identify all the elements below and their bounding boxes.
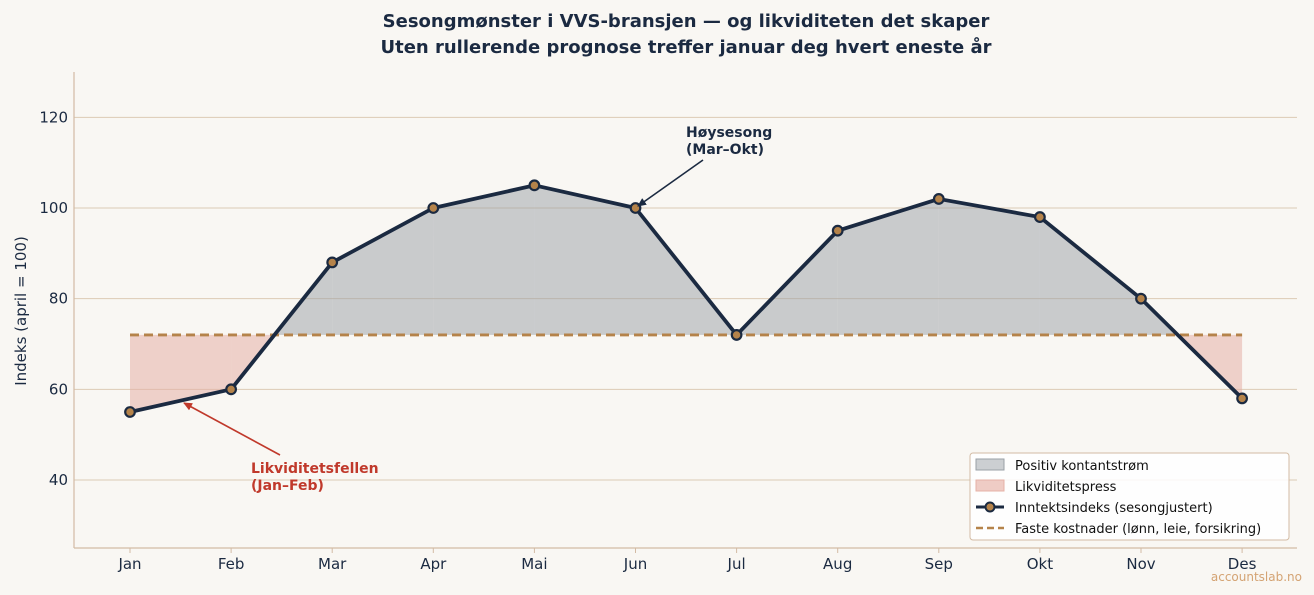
income-point-nov	[1135, 292, 1147, 305]
positive-cashflow-area	[837, 198, 939, 335]
liquidity-trap-annotation: Likviditetsfellen (Jan–Feb)	[251, 461, 384, 494]
positive-cashflow-area	[938, 198, 1040, 335]
income-point-okt	[1033, 211, 1046, 223]
high-season-line-1: Høysesong	[686, 125, 772, 141]
chart-subtitle: Uten rullerende prognose treffer januar …	[380, 36, 991, 58]
y-tick-label: 80	[49, 290, 68, 308]
positive-cashflow-area	[534, 185, 636, 335]
high-season-arrow	[637, 159, 704, 207]
liquidity-trap-line-2: (Jan–Feb)	[251, 478, 324, 494]
legend-label-income: Inntektsindeks (sesongjustert)	[1015, 501, 1213, 516]
y-tick-label: 100	[39, 199, 68, 217]
income-line	[129, 183, 1244, 414]
legend-swatch-positive	[975, 458, 1005, 471]
x-tick-label: Okt	[1027, 555, 1053, 573]
x-tick-label: Apr	[420, 555, 447, 573]
income-point-jan	[124, 406, 136, 418]
positive-cashflow-area	[433, 185, 535, 335]
liquidity-trap-line-1: Likviditetsfellen	[251, 461, 379, 477]
watermark: accountslab.no	[1211, 570, 1302, 584]
x-tick-label: Mai	[521, 555, 547, 573]
legend-box	[969, 452, 1290, 541]
liquidity-trap-arrow	[183, 402, 281, 456]
x-tick-label: Mar	[318, 555, 347, 573]
x-tick-label: Jan	[117, 555, 141, 573]
positive-cashflow-area	[332, 208, 434, 335]
legend-label-positive: Positiv kontantstrøm	[1015, 459, 1149, 474]
x-tick-label: Jul	[727, 555, 746, 573]
annotations: Høysesong (Mar–Okt) Likviditetsfellen (J…	[183, 125, 777, 494]
high-season-line-2: (Mar–Okt)	[686, 142, 764, 158]
income-point-mai	[528, 179, 541, 192]
income-series	[129, 183, 1244, 414]
y-tick-label: 40	[49, 471, 68, 489]
x-tick-label: Feb	[218, 555, 245, 573]
income-point-des	[1236, 392, 1248, 405]
chart-title: Sesongmønster i VVS-bransjen — og likvid…	[383, 11, 990, 32]
income-point-jul	[730, 329, 743, 341]
y-tick-label: 60	[49, 380, 68, 398]
legend-swatch-pressure	[975, 479, 1005, 492]
income-point-aug	[831, 224, 844, 237]
x-tick-label: Sep	[925, 555, 953, 573]
y-tick-label: 120	[39, 108, 68, 126]
x-tick-label: Nov	[1126, 555, 1155, 573]
legend-label-pressure: Likviditetspress	[1015, 480, 1117, 495]
positive-cashflow-area	[1039, 217, 1141, 335]
liquidity-pressure-area	[130, 334, 232, 412]
x-tick-label: Aug	[823, 555, 852, 573]
income-point-sep	[932, 193, 945, 205]
x-tick-label: Des	[1228, 555, 1257, 573]
legend: Positiv kontantstrøm Likviditetspress In…	[969, 452, 1290, 541]
axes: 40 60 80 100 120 Jan Feb Mar Apr Mai Jun Jul Aug Sep O…	[39, 72, 1297, 573]
high-season-annotation: Høysesong (Mar–Okt)	[686, 125, 777, 158]
income-point-mar	[326, 256, 339, 269]
income-point-apr	[427, 202, 440, 214]
legend-label-fixed-costs: Faste kostnader (lønn, leie, forsikring)	[1015, 522, 1261, 537]
income-markers	[124, 179, 1248, 418]
x-tick-label: Jun	[623, 555, 647, 573]
legend-swatch-income-marker	[984, 501, 996, 513]
y-axis-label: Indeks (april = 100)	[12, 236, 30, 386]
income-point-feb	[225, 383, 238, 396]
